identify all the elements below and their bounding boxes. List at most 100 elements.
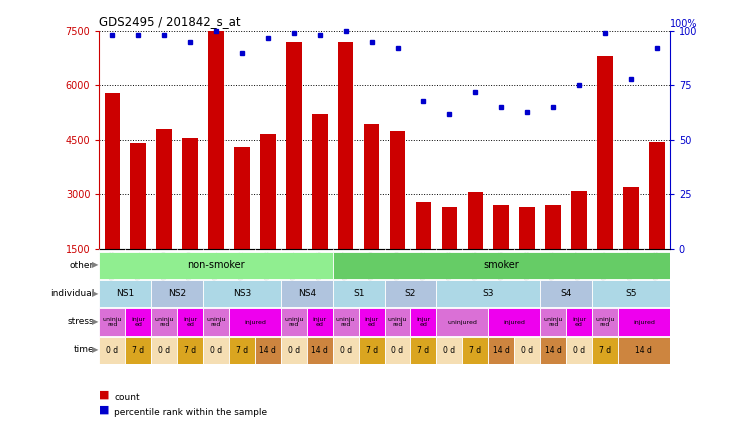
Bar <box>307 337 333 364</box>
Text: NS3: NS3 <box>233 289 251 298</box>
Text: 100%: 100% <box>670 19 697 29</box>
Text: 0 d: 0 d <box>210 346 222 355</box>
Bar <box>156 129 172 249</box>
Text: 7 d: 7 d <box>470 346 481 355</box>
Bar <box>364 123 379 249</box>
Bar <box>566 308 592 336</box>
Bar <box>234 147 250 249</box>
Bar <box>385 280 436 308</box>
Text: uninju
red: uninju red <box>206 317 226 327</box>
Text: injur
ed: injur ed <box>417 317 431 327</box>
Bar <box>649 142 665 249</box>
Text: 7 d: 7 d <box>132 346 144 355</box>
Text: 14 d: 14 d <box>493 346 509 355</box>
Text: NS2: NS2 <box>168 289 186 298</box>
Bar <box>203 308 229 336</box>
Text: injur
ed: injur ed <box>131 317 145 327</box>
Text: ■: ■ <box>99 389 110 400</box>
Bar <box>177 337 203 364</box>
Bar <box>307 308 333 336</box>
Text: 7 d: 7 d <box>236 346 248 355</box>
Text: 7 d: 7 d <box>417 346 430 355</box>
Bar <box>385 337 411 364</box>
Text: other: other <box>70 261 94 270</box>
Text: S4: S4 <box>560 289 572 298</box>
Bar <box>333 252 670 279</box>
Bar <box>623 187 639 249</box>
Text: injur
ed: injur ed <box>183 317 197 327</box>
Text: uninju
red: uninju red <box>388 317 407 327</box>
Text: non-smoker: non-smoker <box>187 261 245 270</box>
Bar <box>151 337 177 364</box>
Bar <box>540 337 566 364</box>
Bar <box>592 308 618 336</box>
Text: S1: S1 <box>353 289 364 298</box>
Text: 0 d: 0 d <box>573 346 585 355</box>
Text: stress: stress <box>68 317 94 326</box>
Bar <box>442 207 457 249</box>
Bar <box>281 308 307 336</box>
Text: 0 d: 0 d <box>158 346 170 355</box>
Text: ▶: ▶ <box>92 289 99 298</box>
Bar <box>540 308 566 336</box>
Text: injured: injured <box>633 320 655 325</box>
Bar <box>281 337 307 364</box>
Bar <box>333 308 358 336</box>
Text: time: time <box>74 345 94 354</box>
Bar <box>358 308 384 336</box>
Bar <box>338 42 353 249</box>
Text: uninju
red: uninju red <box>595 317 615 327</box>
Bar <box>467 192 483 249</box>
Bar <box>260 135 276 249</box>
Bar <box>358 337 384 364</box>
Bar <box>411 308 436 336</box>
Bar <box>229 337 255 364</box>
Bar <box>592 337 618 364</box>
Text: injur
ed: injur ed <box>364 317 378 327</box>
Bar <box>130 143 146 249</box>
Text: S2: S2 <box>405 289 416 298</box>
Text: count: count <box>114 393 140 402</box>
Text: smoker: smoker <box>484 261 519 270</box>
Text: 0 d: 0 d <box>288 346 300 355</box>
Text: individual: individual <box>50 289 94 298</box>
Bar <box>488 308 540 336</box>
Text: uninju
red: uninju red <box>336 317 355 327</box>
Bar <box>203 280 281 308</box>
Bar <box>436 280 540 308</box>
Bar <box>183 138 198 249</box>
Bar <box>229 308 281 336</box>
Text: 0 d: 0 d <box>106 346 118 355</box>
Text: 14 d: 14 d <box>260 346 276 355</box>
Bar <box>255 337 281 364</box>
Bar <box>151 280 203 308</box>
Text: 14 d: 14 d <box>311 346 328 355</box>
Bar <box>436 337 462 364</box>
Bar <box>618 308 670 336</box>
Bar <box>416 202 431 249</box>
Text: ▶: ▶ <box>92 261 99 270</box>
Text: uninju
red: uninju red <box>102 317 122 327</box>
Bar <box>99 308 125 336</box>
Bar <box>514 337 540 364</box>
Text: ▶: ▶ <box>92 345 99 354</box>
Text: uninju
red: uninju red <box>155 317 174 327</box>
Text: injur
ed: injur ed <box>313 317 327 327</box>
Text: GDS2495 / 201842_s_at: GDS2495 / 201842_s_at <box>99 16 241 28</box>
Bar <box>385 308 411 336</box>
Bar <box>105 93 120 249</box>
Bar <box>462 337 488 364</box>
Bar <box>286 42 302 249</box>
Text: 0 d: 0 d <box>443 346 456 355</box>
Text: uninjured: uninjured <box>447 320 477 325</box>
Text: ■: ■ <box>99 405 110 415</box>
Bar <box>99 280 151 308</box>
Text: ▶: ▶ <box>92 317 99 326</box>
Text: S5: S5 <box>625 289 637 298</box>
Bar <box>545 205 561 249</box>
Bar <box>208 31 224 249</box>
Bar <box>618 337 670 364</box>
Text: 0 d: 0 d <box>339 346 352 355</box>
Bar <box>488 337 514 364</box>
Bar <box>99 337 125 364</box>
